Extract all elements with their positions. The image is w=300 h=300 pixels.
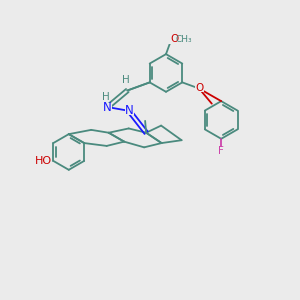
FancyBboxPatch shape [124,107,134,115]
FancyBboxPatch shape [164,35,185,44]
FancyBboxPatch shape [122,76,129,83]
Text: F: F [218,146,224,156]
Text: N: N [125,104,134,117]
FancyBboxPatch shape [34,156,52,165]
FancyBboxPatch shape [217,147,225,154]
Text: O: O [195,83,203,94]
FancyBboxPatch shape [103,103,112,111]
Text: H: H [122,75,129,85]
Text: O: O [170,34,178,44]
Text: H: H [102,92,110,102]
Text: HO: HO [35,156,52,166]
FancyBboxPatch shape [195,85,203,92]
Text: CH₃: CH₃ [176,35,193,44]
FancyBboxPatch shape [102,94,110,101]
Text: N: N [103,100,112,114]
